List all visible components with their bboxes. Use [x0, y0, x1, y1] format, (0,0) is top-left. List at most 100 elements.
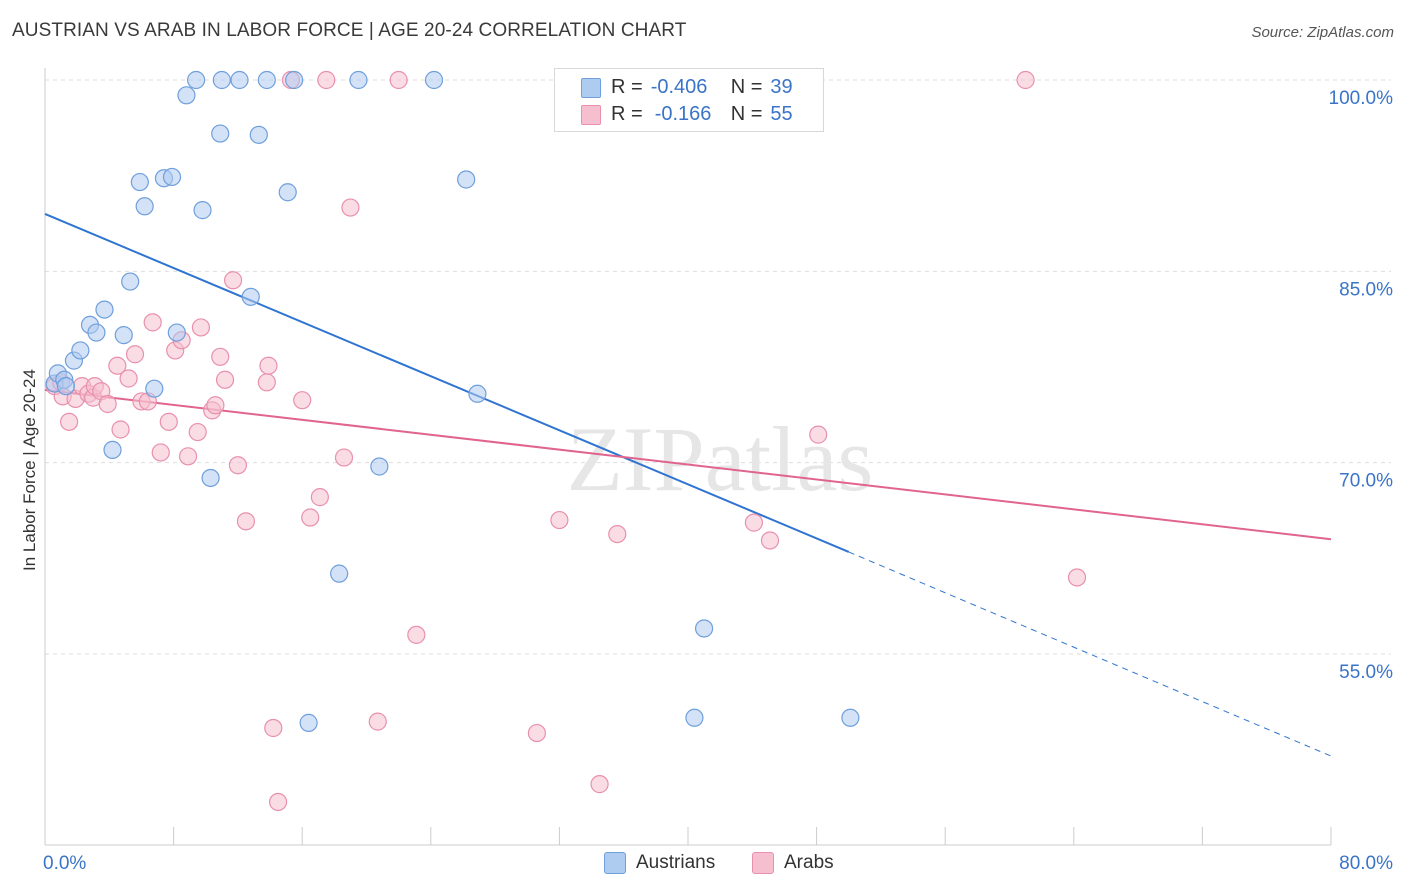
- austrian-point: [212, 70, 231, 90]
- arabs-swatch: [581, 105, 601, 125]
- arabs-stats: R = -0.166 N = 55: [611, 102, 793, 126]
- arab-point: [211, 347, 230, 366]
- austrian-point: [121, 272, 140, 291]
- austrian-point: [349, 70, 368, 90]
- n-value: 55: [770, 102, 793, 125]
- arab-point: [1067, 568, 1087, 587]
- arab-point: [608, 524, 627, 544]
- arab-point: [119, 369, 138, 388]
- arab-point: [188, 422, 207, 442]
- austrians-swatch: [604, 852, 626, 874]
- austrian-point: [468, 384, 487, 403]
- arab-point: [236, 512, 256, 531]
- austrian-point: [249, 125, 268, 144]
- arab-point: [264, 718, 283, 738]
- x-tick-label: 0.0%: [43, 853, 86, 874]
- arab-point: [301, 508, 320, 527]
- arab-point: [206, 396, 225, 415]
- arab-point: [317, 70, 336, 90]
- y-tick-label: 55.0%: [1339, 662, 1393, 683]
- austrian-point: [193, 201, 212, 220]
- arab-point: [550, 510, 569, 530]
- arab-point: [98, 394, 117, 414]
- arab-point: [223, 271, 243, 290]
- austrian-point: [278, 183, 297, 202]
- legend-label-austrians: Austrians: [636, 852, 716, 873]
- austrian-point: [135, 197, 154, 216]
- austrian-point: [71, 341, 90, 360]
- x-tick-label: 80.0%: [1339, 853, 1393, 874]
- y-tick-label: 100.0%: [1329, 88, 1394, 109]
- arab-point: [1016, 70, 1035, 90]
- arab-point: [341, 198, 360, 217]
- austrian-point: [187, 70, 206, 90]
- austrian-point: [330, 564, 349, 583]
- chart-title: AUSTRIAN VS ARAB IN LABOR FORCE | AGE 20…: [12, 20, 687, 41]
- arab-point: [368, 712, 387, 731]
- austrian-point: [103, 440, 122, 460]
- arab-point: [259, 356, 278, 375]
- arab-point: [143, 313, 162, 332]
- austrian-point: [457, 170, 476, 189]
- arab-point: [159, 412, 178, 431]
- arab-point: [108, 356, 127, 375]
- austrian-point: [114, 326, 133, 345]
- arab-point: [527, 723, 546, 743]
- austrian-point: [162, 167, 182, 187]
- austrians-stats: R = -0.406 N = 39: [611, 75, 793, 99]
- r-value: -0.166: [654, 102, 712, 125]
- source-credit: Source: ZipAtlas.com: [1251, 24, 1394, 41]
- correlation-legend: R = -0.406 N = 39 R = -0.166 N = 55: [554, 68, 824, 132]
- austrian-point: [424, 70, 444, 90]
- austrian-point: [694, 619, 714, 638]
- watermark: ZIPatlas: [567, 408, 874, 510]
- austrian-point: [370, 457, 389, 476]
- arab-point: [310, 488, 329, 507]
- axes: [44, 68, 1332, 846]
- austrian-point: [230, 70, 249, 90]
- arab-point: [151, 443, 170, 462]
- arab-point: [744, 513, 764, 532]
- arab-point: [60, 412, 79, 431]
- n-value: 39: [770, 75, 793, 98]
- arab-point: [590, 775, 609, 794]
- austrian-point: [130, 172, 149, 192]
- series-legend: Austrians Arabs: [0, 852, 1406, 876]
- austrian-point: [841, 708, 860, 727]
- austrian-point: [241, 287, 260, 306]
- arab-point: [268, 792, 288, 812]
- arab-point: [293, 391, 312, 410]
- arab-point: [111, 420, 130, 439]
- arab-point: [407, 625, 426, 644]
- arab-point: [389, 70, 408, 90]
- austrian-point: [56, 377, 75, 396]
- arab-point: [125, 345, 145, 364]
- austrian-point: [685, 708, 704, 727]
- y-tick-label: 70.0%: [1339, 471, 1393, 492]
- austrians-swatch: [581, 78, 601, 98]
- austrian-point: [257, 70, 276, 90]
- austrian-point: [87, 323, 106, 342]
- austrian-point: [211, 124, 230, 143]
- legend-item-arabs[interactable]: Arabs: [752, 852, 834, 874]
- arab-point: [809, 425, 828, 444]
- n-label: N =: [730, 75, 763, 98]
- data-points: [45, 70, 1087, 812]
- r-value: -0.406: [650, 75, 708, 98]
- austrian-point: [177, 86, 196, 105]
- austrians-trend-extension: [848, 551, 1332, 757]
- austrian-point: [167, 323, 186, 342]
- r-label: R =: [611, 75, 643, 98]
- arab-point: [228, 456, 247, 475]
- austrian-point: [145, 379, 164, 398]
- austrians-trend-line: [44, 213, 850, 553]
- legend-item-austrians[interactable]: Austrians: [604, 852, 715, 874]
- arab-point: [191, 318, 211, 337]
- arabs-trend-line: [44, 388, 1332, 541]
- arab-point: [760, 531, 780, 550]
- arab-point: [257, 373, 276, 392]
- arabs-swatch: [752, 852, 774, 874]
- austrian-point: [201, 468, 220, 488]
- n-label: N =: [730, 102, 763, 125]
